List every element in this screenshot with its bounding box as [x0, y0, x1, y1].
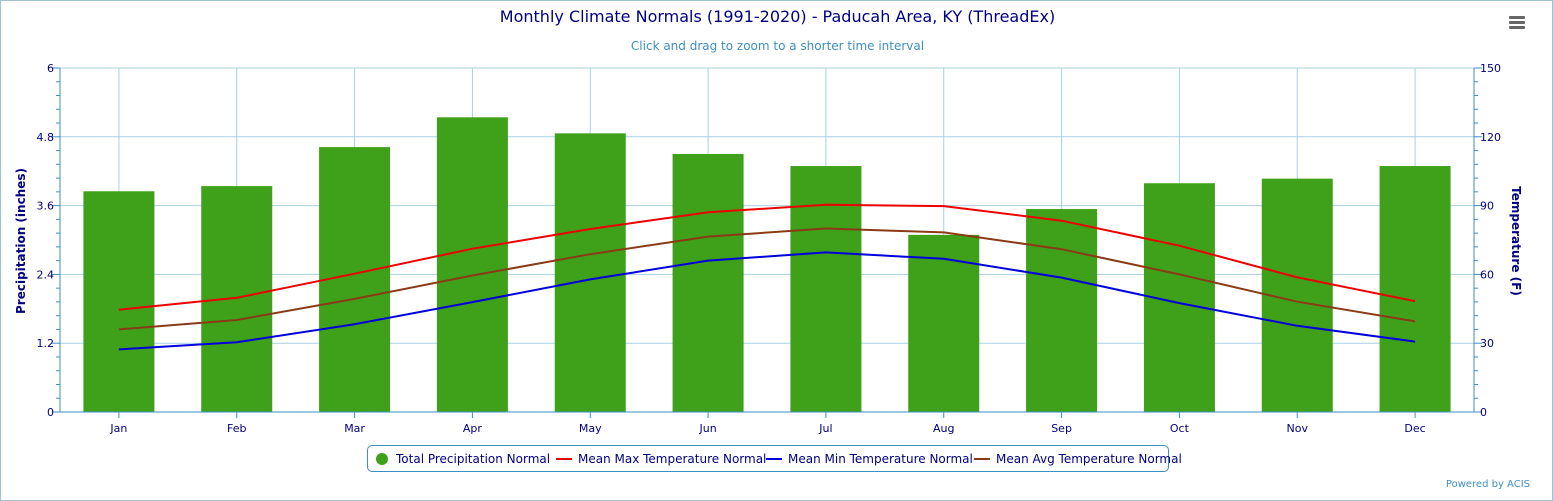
precipitation-bar[interactable]	[1026, 209, 1098, 412]
y-tick-label-left: 2.4	[37, 268, 55, 281]
precipitation-bar[interactable]	[672, 154, 744, 412]
line-layer	[118, 203, 1416, 351]
legend-item-max-temp[interactable]: Mean Max Temperature Normal	[556, 446, 766, 471]
legend-circle-icon	[376, 452, 388, 465]
y-tick-label-right: 150	[1480, 62, 1501, 75]
min-temperature-line[interactable]	[118, 251, 1416, 351]
legend-label: Mean Avg Temperature Normal	[996, 451, 1182, 466]
x-tick-label: Jul	[818, 422, 832, 435]
hamburger-menu-icon[interactable]	[1504, 11, 1530, 35]
precipitation-bar[interactable]	[554, 133, 626, 413]
y-tick-label-left: 6	[47, 62, 54, 75]
legend-label: Total Precipitation Normal	[396, 451, 551, 466]
x-tick-label: Jan	[109, 422, 127, 435]
legend-label: Mean Max Temperature Normal	[578, 451, 767, 466]
y-tick-label-right: 30	[1480, 337, 1494, 350]
precipitation-bar[interactable]	[436, 117, 508, 412]
powered-by-link[interactable]: Powered by ACIS	[1445, 479, 1530, 490]
precipitation-bar[interactable]	[83, 191, 155, 412]
legend-label: Mean Min Temperature Normal	[788, 451, 973, 466]
y-tick-label-right: 60	[1480, 268, 1494, 281]
max-temperature-line[interactable]	[118, 203, 1416, 311]
x-tick-label: Aug	[933, 422, 954, 435]
x-tick-label: May	[579, 422, 602, 435]
avg-temperature-line[interactable]	[118, 227, 1416, 331]
x-tick-label: Sep	[1051, 422, 1072, 435]
x-tick-label: Oct	[1170, 422, 1190, 435]
legend-line-icon	[556, 457, 572, 460]
y-tick-label-right: 0	[1480, 406, 1487, 419]
menu-bar	[1509, 16, 1525, 19]
x-tick-label: Apr	[463, 422, 483, 435]
precipitation-bar[interactable]	[201, 186, 273, 412]
y-tick-label-right: 120	[1480, 131, 1501, 144]
x-tick-label: Feb	[227, 422, 246, 435]
menu-bar	[1509, 21, 1525, 24]
precipitation-bar[interactable]	[1379, 166, 1451, 412]
legend-item-precipitation[interactable]: Total Precipitation Normal	[376, 446, 550, 471]
x-tick-label: Mar	[344, 422, 365, 435]
legend-item-avg-temp[interactable]: Mean Avg Temperature Normal	[974, 446, 1182, 471]
chart-subtitle: Click and drag to zoom to a shorter time…	[630, 39, 925, 53]
y-axis-left-label: Precipitation (inches)	[14, 168, 28, 314]
legend-item-min-temp[interactable]: Mean Min Temperature Normal	[766, 446, 973, 471]
x-tick-label: Jun	[698, 422, 716, 435]
legend-line-icon	[974, 457, 990, 460]
y-tick-label-left: 1.2	[37, 337, 55, 350]
y-axis-right-label: Temperature (F)	[1509, 186, 1523, 296]
precipitation-bar[interactable]	[790, 166, 862, 412]
y-tick-label-left: 0	[47, 406, 54, 419]
legend-line-icon	[766, 457, 782, 460]
y-tick-label-right: 90	[1480, 200, 1494, 213]
chart-title: Monthly Climate Normals (1991-2020) - Pa…	[499, 7, 1056, 26]
bar-layer	[83, 117, 1451, 413]
legend: Total Precipitation Normal Mean Max Temp…	[367, 445, 1182, 472]
menu-bar	[1509, 26, 1525, 29]
x-tick-label: Dec	[1404, 422, 1425, 435]
y-tick-label-left: 3.6	[37, 200, 55, 213]
y-tick-label-left: 4.8	[37, 131, 55, 144]
x-tick-label: Nov	[1287, 422, 1309, 435]
precipitation-bar[interactable]	[908, 234, 980, 412]
